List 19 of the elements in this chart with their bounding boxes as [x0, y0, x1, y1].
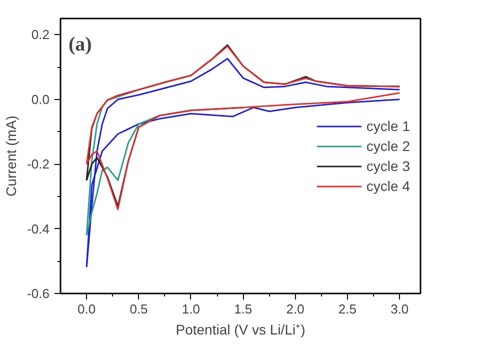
y-tick-label: 0.0: [31, 92, 50, 107]
annotation: (a): [68, 34, 92, 56]
x-tick-label: 2.0: [286, 302, 304, 316]
x-axis-title: Potential (V vs Li/Li⁺): [176, 322, 306, 338]
legend-label: cycle 2: [366, 138, 410, 154]
legend-label: cycle 3: [366, 158, 410, 174]
x-tick-label: 0.5: [130, 302, 148, 316]
y-axis-title: Current (mA): [3, 116, 20, 196]
x-tick-label: 3.0: [390, 302, 409, 316]
x-tick-label: 1.0: [182, 302, 200, 316]
y-tick-label: -0.4: [27, 221, 50, 236]
legend-label: cycle 1: [366, 118, 410, 134]
x-tick-label: 0.0: [78, 302, 96, 316]
y-tick-label: 0.2: [31, 27, 50, 42]
x-tick-label: 2.5: [338, 302, 356, 316]
y-tick-label: -0.6: [27, 286, 50, 301]
x-tick-label: 1.5: [234, 302, 252, 316]
legend-label: cycle 4: [366, 178, 410, 194]
y-tick-label: -0.2: [27, 156, 50, 172]
